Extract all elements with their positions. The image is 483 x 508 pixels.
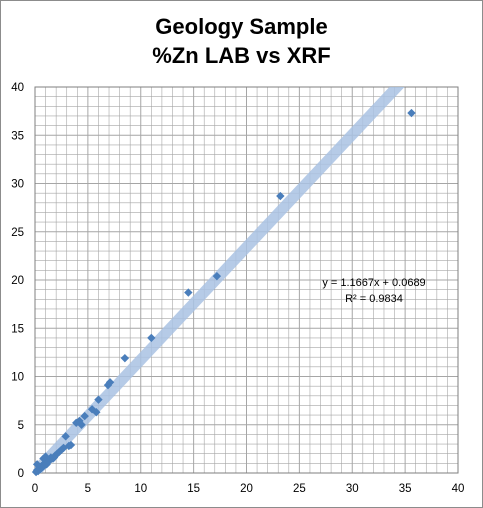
x-tick-label: 15	[187, 483, 200, 495]
chart-title: Geology Sample %Zn LAB vs XRF	[0, 12, 483, 70]
plot-border	[34, 86, 459, 474]
data-point	[276, 191, 285, 201]
trendline-r-squared: R² = 0.9834	[345, 293, 403, 305]
y-tick-label: 35	[11, 130, 24, 142]
data-point	[32, 460, 42, 469]
y-tick-label: 0	[18, 468, 24, 480]
data-point	[77, 420, 86, 429]
data-point	[407, 108, 416, 118]
x-tick-label: 10	[134, 483, 147, 495]
x-tick-label: 40	[452, 483, 465, 495]
y-tick-label: 40	[11, 82, 24, 94]
x-tick-label: 0	[32, 483, 38, 495]
x-tick-label: 25	[293, 483, 306, 495]
data-point	[120, 353, 130, 363]
chart-title-line-2: %Zn LAB vs XRF	[152, 43, 331, 68]
data-point	[59, 443, 68, 453]
data-point	[66, 440, 76, 450]
y-tick-label: 10	[11, 372, 24, 384]
y-tick-label: 30	[11, 179, 24, 191]
data-points	[31, 108, 416, 477]
data-point	[80, 411, 89, 421]
y-tick-label: 20	[11, 275, 24, 287]
data-point	[105, 378, 115, 387]
chart-title-line-1: Geology Sample	[155, 14, 328, 39]
x-tick-label: 5	[85, 483, 91, 495]
data-point	[147, 333, 156, 343]
x-axis-ticks: 0 5 10 15 20 25 30 35 40	[32, 483, 465, 495]
x-tick-label: 30	[346, 483, 359, 495]
trendline-equation: y = 1.1667x + 0.0689	[322, 277, 425, 289]
y-axis-ticks: 0 5 10 15 20 25 30 35 40	[11, 82, 24, 480]
data-point	[184, 288, 193, 297]
data-point	[103, 380, 113, 390]
data-point	[212, 271, 222, 281]
data-point	[61, 432, 70, 441]
data-point	[94, 395, 103, 404]
data-point	[92, 408, 101, 417]
data-point	[49, 453, 59, 462]
y-tick-label: 25	[11, 227, 24, 239]
y-tick-label: 15	[11, 323, 24, 335]
trendline-band	[35, 87, 405, 473]
x-tick-label: 35	[399, 483, 412, 495]
data-point	[41, 452, 50, 461]
y-tick-label: 5	[18, 420, 24, 432]
x-tick-label: 20	[240, 483, 253, 495]
trendline	[35, 87, 405, 473]
